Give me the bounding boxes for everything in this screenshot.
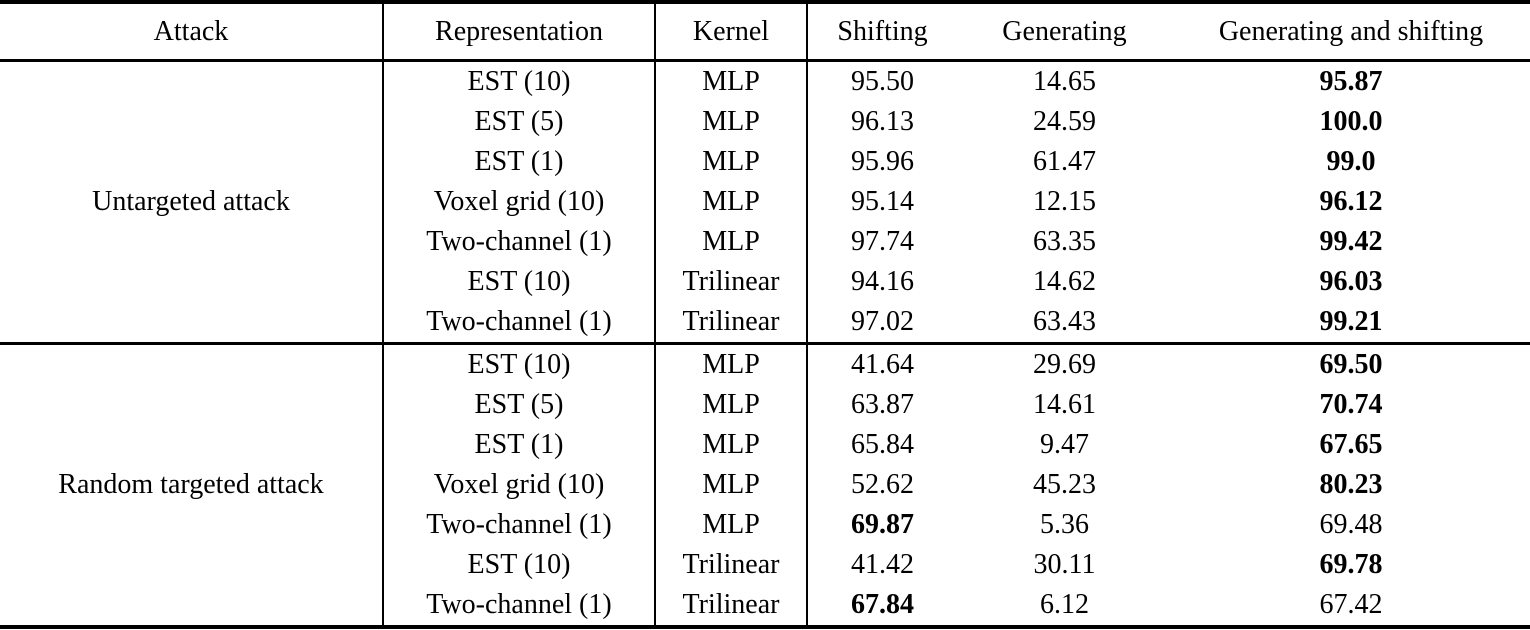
table-row: Two-channel (1) MLP 97.74 63.35 99.42 [0,222,1530,262]
table-row: Two-channel (1) Trilinear 97.02 63.43 99.21 [0,302,1530,344]
cell-generating-and-shifting: 99.42 [1319,226,1383,257]
cell-generating: 14.61 [1033,389,1096,420]
attack-group: Untargeted attack EST (10) MLP 95.50 14.65 95… [0,60,1530,344]
table-row: Two-channel (1) Trilinear 67.84 6.12 67.42 [0,585,1530,627]
cell-representation: Two-channel (1) [383,585,656,627]
table-row: EST (5) MLP 63.87 14.61 70.74 [0,385,1530,425]
table-row: EST (1) MLP 95.96 61.47 99.0 [0,142,1530,182]
cell-representation: EST (5) [383,102,656,142]
cell-kernel: Trilinear [655,585,808,627]
cell-representation: Two-channel (1) [383,505,656,545]
table-header: Attack Representation Kernel Shifting Ge… [0,2,1530,62]
cell-generating-and-shifting: 69.48 [1319,509,1383,540]
cell-generating-and-shifting: 99.21 [1319,306,1383,337]
cell-kernel: MLP [655,182,808,222]
cell-shifting: 95.96 [851,146,914,177]
cell-representation: EST (10) [383,343,656,385]
cell-generating: 9.47 [1040,429,1089,460]
col-header-generating-and-shifting: Generating and shifting [1172,2,1530,62]
cell-generating-and-shifting: 67.65 [1319,429,1383,460]
cell-kernel: MLP [655,343,808,385]
col-header-kernel: Kernel [655,2,808,62]
cell-kernel: MLP [655,465,808,505]
cell-shifting: 41.64 [851,349,914,380]
cell-generating: 45.23 [1033,469,1096,500]
cell-shifting: 97.02 [851,306,914,337]
cell-generating: 30.11 [1033,549,1096,580]
cell-generating-and-shifting: 69.78 [1319,549,1383,580]
cell-generating: 63.35 [1033,226,1096,257]
cell-kernel: Trilinear [655,545,808,585]
cell-kernel: MLP [655,505,808,545]
cell-kernel: MLP [655,222,808,262]
cell-kernel: MLP [655,102,808,142]
cell-generating: 12.15 [1033,186,1096,217]
cell-representation: EST (1) [383,142,656,182]
attack-label: Untargeted attack [0,60,384,344]
cell-shifting: 65.84 [851,429,914,460]
cell-generating: 29.69 [1033,349,1096,380]
table-row: EST (10) Trilinear 41.42 30.11 69.78 [0,545,1530,585]
cell-representation: EST (10) [383,545,656,585]
cell-shifting: 95.50 [851,66,914,97]
cell-kernel: MLP [655,425,808,465]
table-row: Voxel grid (10) MLP 95.14 12.15 96.12 [0,182,1530,222]
cell-shifting: 94.16 [851,266,914,297]
cell-representation: EST (10) [383,60,656,102]
col-header-attack: Attack [0,2,384,62]
cell-representation: Voxel grid (10) [383,182,656,222]
cell-shifting: 67.84 [851,589,914,620]
cell-representation: EST (1) [383,425,656,465]
cell-generating: 14.62 [1033,266,1096,297]
col-header-representation: Representation [383,2,656,62]
table-row: Two-channel (1) MLP 69.87 5.36 69.48 [0,505,1530,545]
cell-shifting: 95.14 [851,186,914,217]
cell-generating-and-shifting: 95.87 [1319,66,1383,97]
cell-generating: 14.65 [1033,66,1096,97]
cell-shifting: 63.87 [851,389,914,420]
cell-generating-and-shifting: 80.23 [1319,469,1383,500]
cell-generating-and-shifting: 96.12 [1319,186,1383,217]
table-row: Random targeted attack EST (10) MLP 41.64 29… [0,343,1530,627]
cell-kernel: Trilinear [655,262,808,302]
cell-kernel: MLP [655,142,808,182]
cell-representation: Two-channel (1) [383,222,656,262]
cell-representation: EST (5) [383,385,656,425]
header-row: Attack Representation Kernel Shifting Ge… [0,2,1530,62]
cell-generating-and-shifting: 70.74 [1319,389,1383,420]
cell-generating: 63.43 [1033,306,1096,337]
cell-generating-and-shifting: 67.42 [1319,589,1383,620]
attack-label: Random targeted attack [0,343,384,627]
table-row: EST (1) MLP 65.84 9.47 67.65 [0,425,1530,465]
attack-group: Random targeted attack EST (10) MLP 41.64 29… [0,343,1530,627]
table-row: Untargeted attack EST (10) MLP 95.50 14.65 95… [0,60,1530,344]
table-row: Voxel grid (10) MLP 52.62 45.23 80.23 [0,465,1530,505]
cell-generating: 6.12 [1040,589,1089,620]
cell-generating-and-shifting: 100.0 [1319,106,1383,137]
cell-kernel: Trilinear [655,302,808,344]
cell-shifting: 69.87 [851,509,914,540]
cell-representation: EST (10) [383,262,656,302]
cell-generating-and-shifting: 99.0 [1326,146,1376,177]
cell-kernel: MLP [655,385,808,425]
cell-generating-and-shifting: 69.50 [1319,349,1383,380]
cell-shifting: 41.42 [851,549,914,580]
cell-representation: Two-channel (1) [383,302,656,344]
cell-shifting: 96.13 [851,106,914,137]
cell-generating: 24.59 [1033,106,1096,137]
cell-shifting: 97.74 [851,226,914,257]
cell-shifting: 52.62 [851,469,914,500]
table-row: EST (10) Trilinear 94.16 14.62 96.03 [0,262,1530,302]
col-header-generating: Generating [957,2,1172,62]
cell-generating: 61.47 [1033,146,1096,177]
table-row: EST (5) MLP 96.13 24.59 100.0 [0,102,1530,142]
cell-representation: Voxel grid (10) [383,465,656,505]
cell-generating: 5.36 [1040,509,1089,540]
cell-generating-and-shifting: 96.03 [1319,266,1383,297]
cell-kernel: MLP [655,60,808,102]
col-header-shifting: Shifting [807,2,957,62]
